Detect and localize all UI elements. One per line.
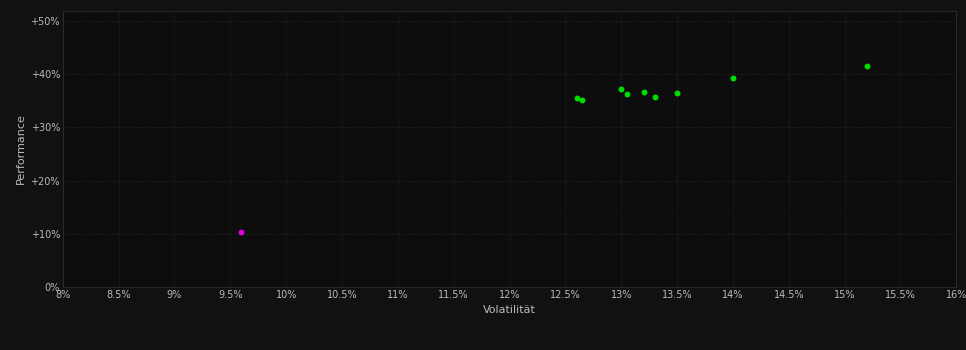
X-axis label: Volatilität: Volatilität [483,305,536,315]
Point [725,75,741,81]
Point [636,89,651,95]
Point [234,230,249,235]
Point [859,64,874,69]
Point [569,96,584,101]
Point [669,90,685,96]
Y-axis label: Performance: Performance [16,113,26,184]
Point [647,94,663,99]
Point [613,86,629,91]
Point [575,97,590,103]
Point [619,91,635,97]
